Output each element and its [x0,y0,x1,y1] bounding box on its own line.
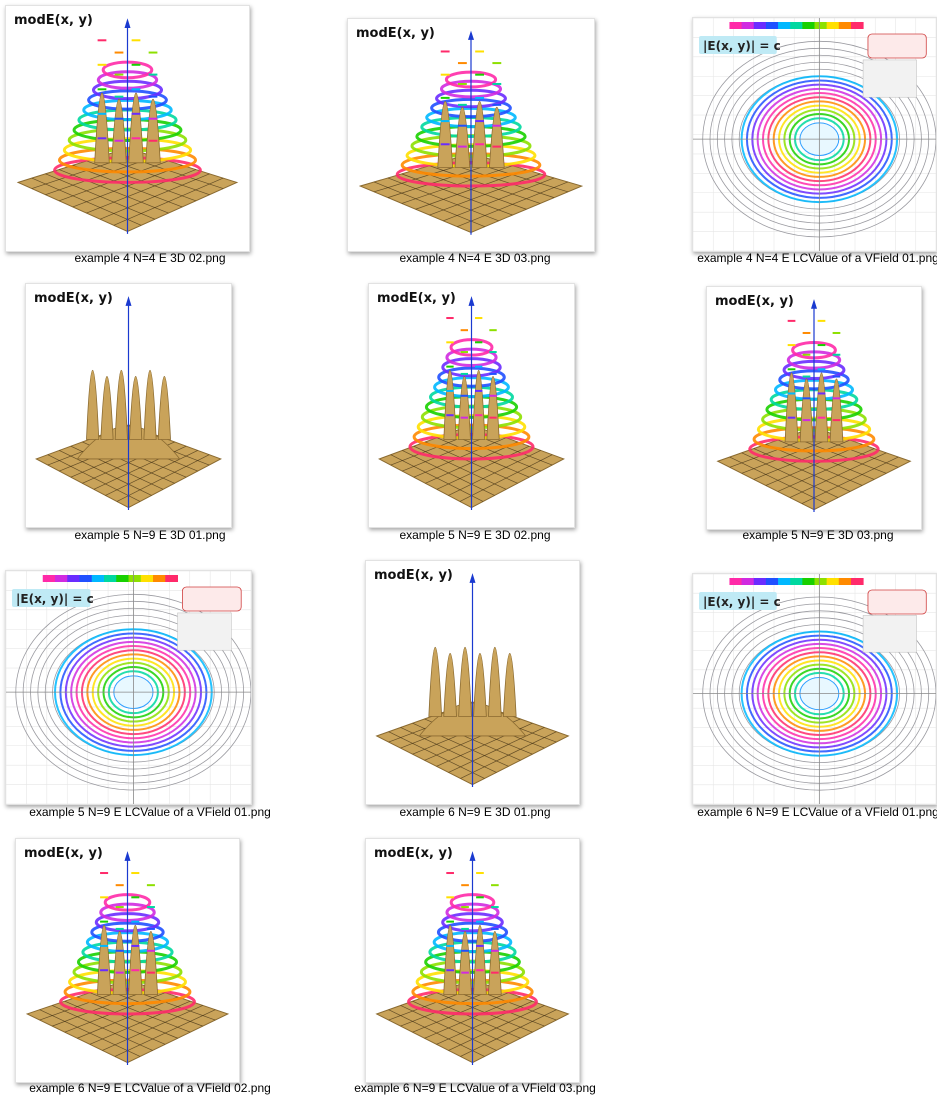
file-item[interactable]: |E(x, y)| = c example 5 N=9 E LCValue of … [0,558,300,830]
file-thumbnail[interactable]: |E(x, y)| = c [692,573,937,805]
file-thumbnail[interactable]: modE(x, y) [365,838,580,1083]
plot-title: modE(x, y) [374,846,453,861]
thumbnail-image: |E(x, y)| = c [6,571,251,804]
thumbnail-image: |E(x, y)| = c [693,574,936,804]
file-thumbnail[interactable]: modE(x, y) [15,838,240,1083]
plot-title: |E(x, y)| = c [703,39,781,53]
file-item[interactable]: |E(x, y)| = c example 4 N=4 E LCValue of … [668,0,937,272]
file-item[interactable]: modE(x, y) example 5 N=9 E 3D 02.png [325,280,625,552]
file-thumbnail[interactable]: modE(x, y) [368,283,575,528]
plot-title: |E(x, y)| = c [703,595,781,609]
file-item[interactable]: modE(x, y) example 5 N=9 E 3D 03.png [668,280,937,552]
file-name-label: example 4 N=4 E 3D 03.png [399,251,551,265]
file-name-label: example 6 N=9 E LCValue of a VField 03.p… [354,1081,596,1095]
file-item[interactable]: modE(x, y) example 6 N=9 E 3D 01.png [325,558,625,830]
file-thumbnail[interactable]: |E(x, y)| = c [5,570,252,805]
file-thumbnail[interactable]: modE(x, y) [347,18,595,252]
file-item[interactable]: modE(x, y) example 6 N=9 E LCValue of a V… [325,835,625,1107]
file-name-label: example 4 N=4 E LCValue of a VField 01.p… [697,251,937,265]
thumbnail-image: modE(x, y) [374,568,570,787]
file-name-label: example 5 N=9 E LCValue of a VField 01.p… [29,805,271,819]
file-item[interactable]: modE(x, y) example 6 N=9 E LCValue of a V… [0,835,300,1107]
file-thumbnail[interactable]: modE(x, y) [365,560,580,805]
file-thumbnail[interactable]: |E(x, y)| = c [692,17,937,252]
thumbnail-image: modE(x, y) [715,294,912,513]
file-name-label: example 5 N=9 E 3D 03.png [742,528,894,542]
file-item[interactable]: |E(x, y)| = c example 6 N=9 E LCValue of … [668,558,937,830]
file-name-label: example 6 N=9 E 3D 01.png [399,805,551,819]
file-item[interactable]: modE(x, y) example 4 N=4 E 3D 03.png [325,0,625,272]
thumbnail-image: |E(x, y)| = c [693,18,936,251]
file-thumbnail[interactable]: modE(x, y) [5,5,250,252]
plot-title: modE(x, y) [715,294,794,309]
thumbnail-image: modE(x, y) [34,291,222,510]
thumbnail-image: modE(x, y) [24,846,230,1065]
thumbnail-image: modE(x, y) [356,26,584,235]
plot-title: modE(x, y) [14,13,93,28]
file-name-label: example 6 N=9 E LCValue of a VField 01.p… [697,805,937,819]
plot-title: modE(x, y) [24,846,103,861]
file-item[interactable]: modE(x, y) example 4 N=4 E 3D 02.png [0,0,300,272]
thumbnail-image: modE(x, y) [377,291,565,510]
thumbnail-image: modE(x, y) [14,13,239,234]
file-thumbnail[interactable]: modE(x, y) [706,286,922,530]
file-name-label: example 5 N=9 E 3D 01.png [74,528,226,542]
plot-title: modE(x, y) [374,568,453,583]
plot-title: modE(x, y) [377,291,456,306]
file-name-label: example 5 N=9 E 3D 02.png [399,528,551,542]
file-thumbnail[interactable]: modE(x, y) [25,283,232,528]
plot-title: modE(x, y) [34,291,113,306]
file-name-label: example 4 N=4 E 3D 02.png [74,251,226,265]
plot-title: |E(x, y)| = c [16,592,94,606]
thumbnail-image: modE(x, y) [374,846,570,1065]
plot-title: modE(x, y) [356,26,435,41]
file-name-label: example 6 N=9 E LCValue of a VField 02.p… [29,1081,271,1095]
file-item[interactable]: modE(x, y) example 5 N=9 E 3D 01.png [0,280,300,552]
